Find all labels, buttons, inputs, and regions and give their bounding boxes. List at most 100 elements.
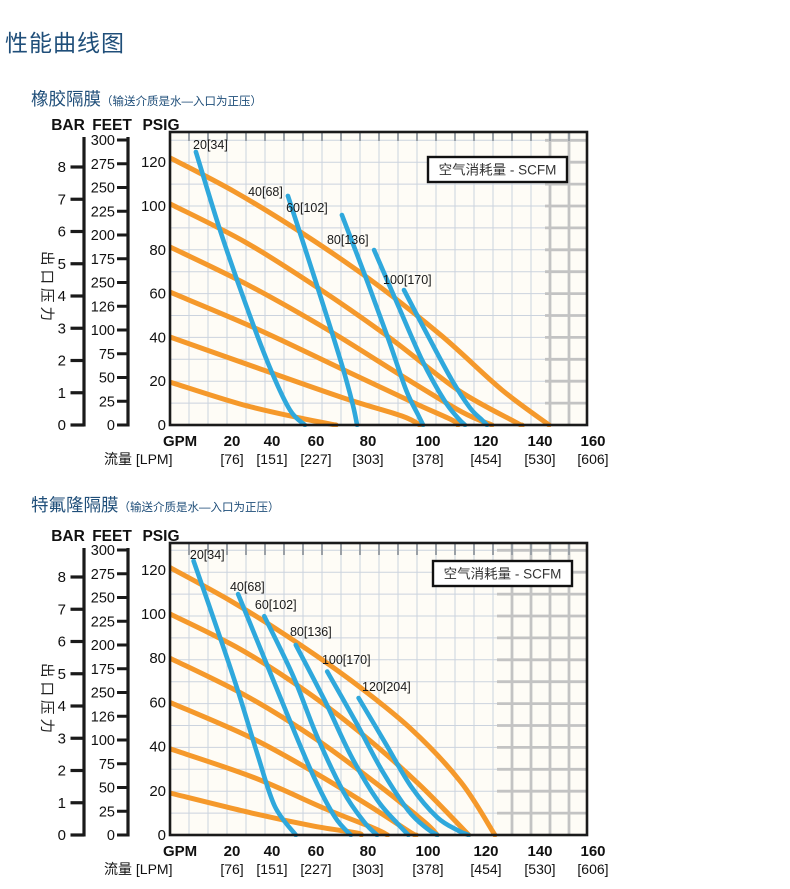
lpm-tick-label: [378] [412,861,443,877]
gpm-tick-label: 140 [527,843,552,860]
bar-tick-label: 0 [58,827,66,844]
scfm-curve-label-scfm-80: 80[136] [290,625,332,639]
scfm-curve-label-scfm-40: 40[68] [230,580,265,594]
bar-tick-label: 8 [58,159,66,176]
bar-axis-header: BAR [51,117,85,134]
gpm-tick-label: 100 [415,433,440,450]
scfm-curve-label-scfm-40: 40[68] [248,185,283,199]
bar-tick-label: 0 [58,417,66,434]
discharge-pressure-curve-psi-122 [169,155,552,427]
gpm-tick-label: 20 [224,843,241,860]
feet-tick-label: 175 [91,252,115,268]
feet-tick-label: 0 [107,828,115,844]
bar-tick-label: 1 [58,385,66,402]
air-consumption-curve-scfm-60 [262,613,380,837]
discharge-pressure-curve-psi-60 [169,289,461,427]
chart-teflon: 20[34] 40[68] 60[102] 80[136] 100[170] 120[20… [38,528,609,877]
feet-tick-label: 0 [107,418,115,434]
gpm-tick-label: 160 [580,843,605,860]
lpm-tick-label: [227] [300,451,331,467]
gpm-tick-label: 120 [473,843,498,860]
discharge-pressure-curve-psi-122 [169,565,498,837]
air-consumption-curve-scfm-80 [371,247,468,427]
air-consumption-curve-scfm-40 [235,591,354,837]
scfm-curve-label-scfm-20: 20[34] [193,138,228,152]
lpm-tick-label: [454] [470,451,501,467]
top-tick-marks [188,544,570,555]
legend-label: 空气消耗量 - SCFM [439,163,557,178]
psig-tick-label: 0 [158,827,166,844]
air-consumption-curve-scfm-100 [324,669,440,837]
feet-tick-label: 75 [99,757,115,773]
lpm-tick-label: [227] [300,861,331,877]
plot-border [168,541,589,837]
gpm-tick-label: 80 [360,433,377,450]
curves-layer [169,149,552,427]
bar-tick-label: 2 [58,353,66,370]
air-consumption-curve-scfm-60 [339,212,426,427]
psig-tick-label: 120 [141,562,166,579]
feet-tick-label: 50 [99,781,115,797]
bar-tick-label: 3 [58,320,66,337]
gpm-tick-label: 60 [308,843,325,860]
page-title: 性能曲线图 [5,30,125,56]
bar-tick-label: 3 [58,730,66,747]
psig-tick-label: 100 [141,198,166,215]
air-consumption-curve-scfm-80 [293,642,411,837]
feet-tick-label: 250 [91,276,115,292]
feet-tick-label: 250 [91,591,115,607]
gpm-unit-label: GPM [163,843,197,860]
psig-tick-label: 80 [149,242,166,259]
chart-rubber: 20[34] 40[68]60[102] 80[136] 100[170] 空气消耗量 … [38,117,609,467]
bar-tick-label: 5 [58,666,66,683]
section-subtitle: （输送介质是水—入口为正压） [101,96,262,108]
bar-tick-label: 6 [58,224,66,241]
lpm-tick-label: [151] [256,451,287,467]
gpm-tick-label: 100 [415,843,440,860]
plot-grid-coarse [497,543,587,835]
legend-box [431,559,574,588]
scfm-curve-label-scfm-120: 120[204] [362,680,411,694]
lpm-tick-label: [303] [352,861,383,877]
feet-axis-header: FEET [92,528,132,545]
feet-tick-label: 275 [91,567,115,583]
lpm-tick-label: [606] [577,451,608,467]
psig-tick-label: 40 [149,329,166,346]
bar-tick-label: 6 [58,634,66,651]
feet-tick-label: 126 [91,709,115,725]
lpm-tick-label: [76] [220,451,243,467]
psig-tick-label: 40 [149,739,166,756]
psig-tick-label: 120 [141,154,166,171]
lpm-unit-label: 流量 [LPM] [104,861,172,877]
feet-tick-label: 50 [99,371,115,387]
feet-tick-label: 200 [91,638,115,654]
feet-tick-label: 175 [91,662,115,678]
psig-tick-label: 60 [149,694,166,711]
feet-tick-label: 225 [91,614,115,630]
discharge-pressure-curve-psi-80 [169,655,440,837]
gpm-tick-label: 120 [473,433,498,450]
left-axes [70,137,130,427]
section-title: 特氟隆隔膜 [31,495,119,515]
psig-tick-label: 20 [149,373,166,390]
section-header-rubber-diaphragm: 橡胶隔膜（输送介质是水—入口为正压） [31,86,262,111]
lpm-tick-label: [76] [220,861,243,877]
bar-tick-label: 2 [58,763,66,780]
discharge-pressure-curve-psi-40 [169,746,390,837]
air-consumption-curve-scfm-120 [356,695,471,837]
left-axes [70,548,130,837]
psig-axis-header: PSIG [142,117,179,134]
bar-tick-label: 4 [58,698,66,715]
bar-tick-label: 7 [58,601,66,618]
lpm-tick-label: [454] [470,861,501,877]
lpm-tick-label: [606] [577,861,608,877]
scfm-curve-label-scfm-60: 60[102] [286,201,328,215]
feet-tick-label: 300 [91,133,115,149]
curves-layer [169,558,498,837]
scfm-curve-label-scfm-100: 100[170] [322,653,371,667]
outlet-pressure-axis-label: 出口压力 [38,663,55,737]
legend-box [426,155,569,184]
discharge-pressure-curve-psi-100 [169,611,472,837]
